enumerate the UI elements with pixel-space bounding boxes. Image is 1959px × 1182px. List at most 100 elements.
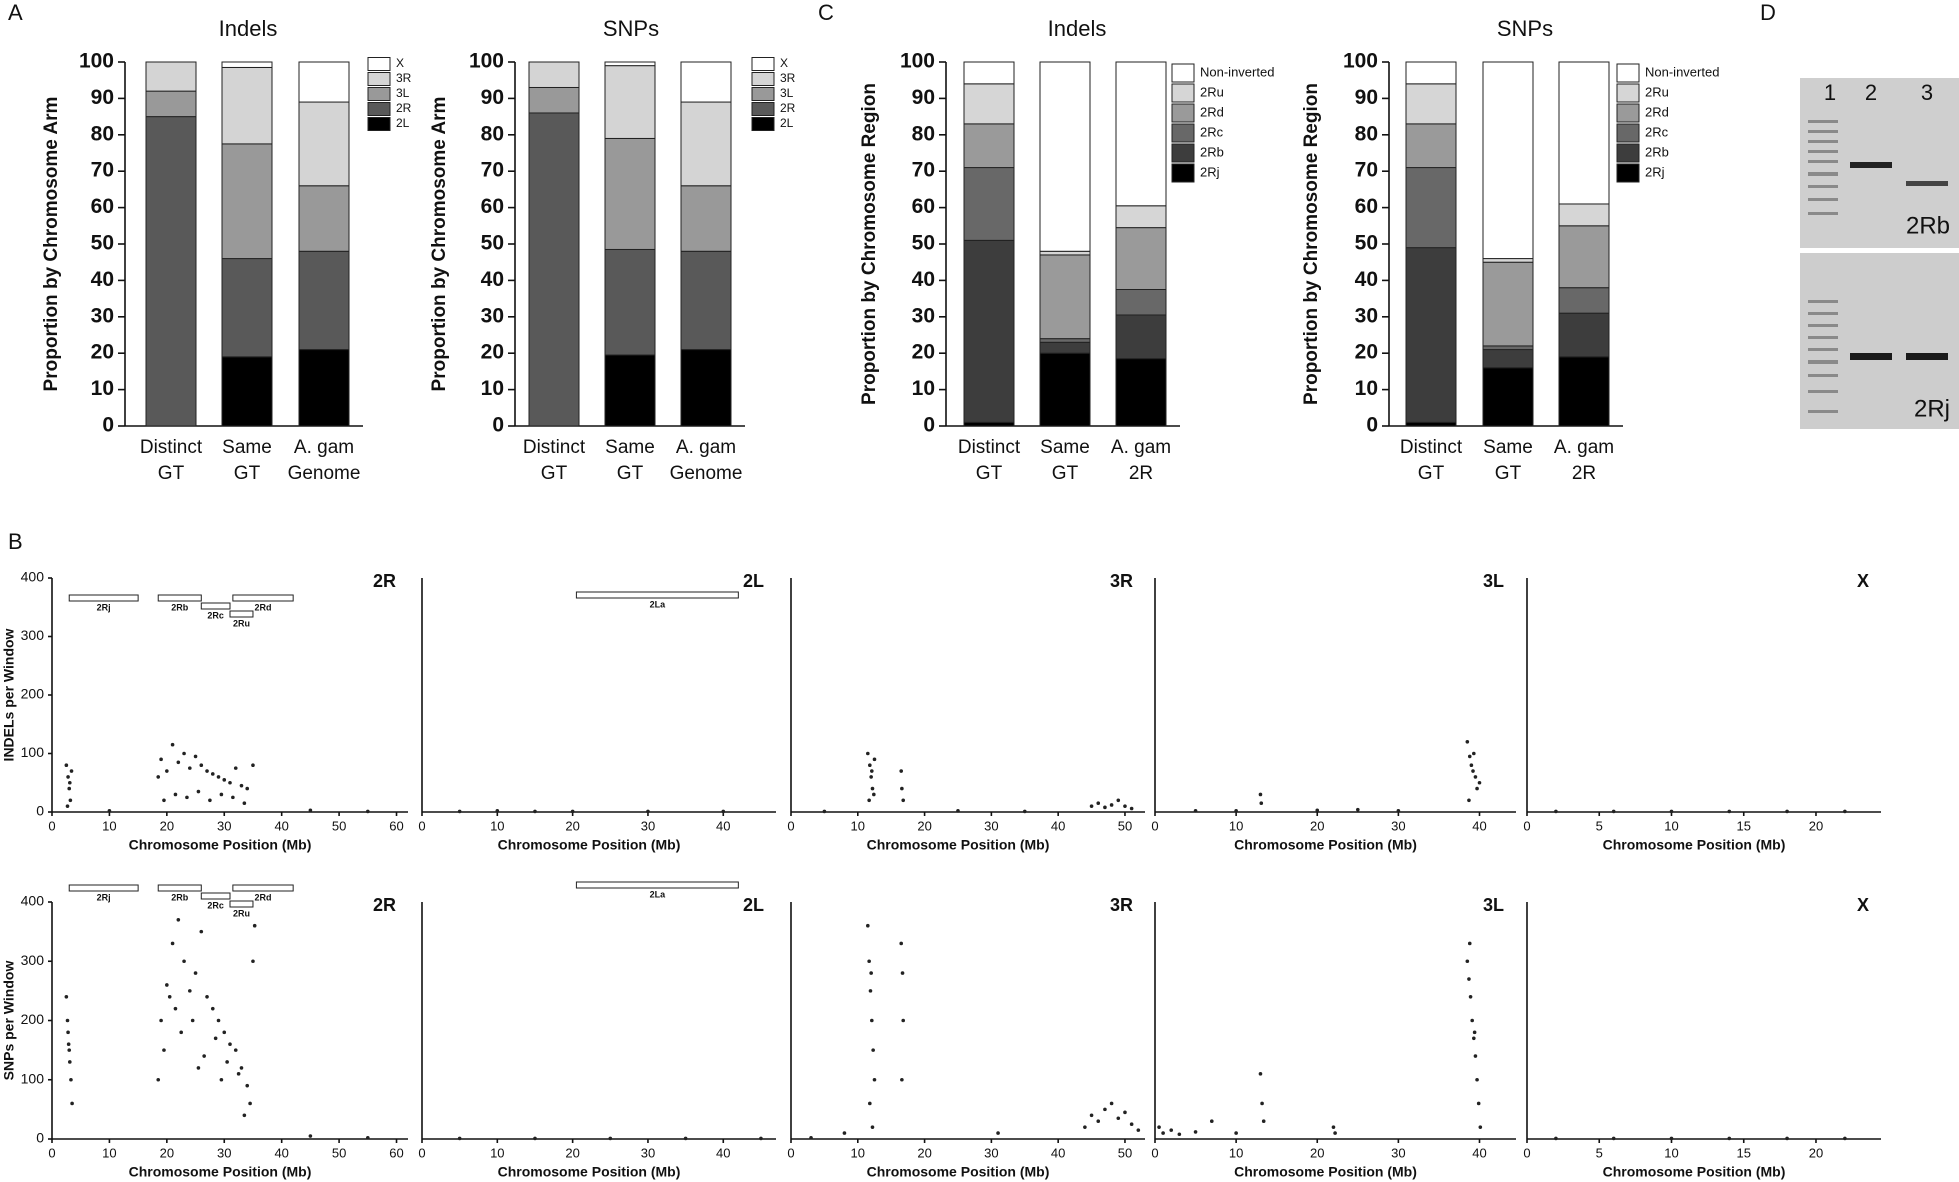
x-tick-label: 15 <box>1737 818 1751 833</box>
legend-swatch <box>751 72 775 86</box>
x-tick-label: 60 <box>389 1145 403 1160</box>
y-tick-label: 40 <box>1355 268 1378 291</box>
x-tick-label: 0 <box>787 818 794 833</box>
bar-segment <box>963 83 1015 125</box>
point <box>1261 1119 1266 1124</box>
y-tick-label: 80 <box>1355 122 1378 145</box>
x-tick-label: Same GT <box>1483 437 1533 484</box>
point <box>570 809 575 814</box>
point <box>900 786 904 791</box>
point <box>185 795 189 800</box>
y-tick-label: 90 <box>912 86 935 109</box>
point <box>1472 1036 1476 1041</box>
point <box>173 1006 178 1011</box>
inversion-bar <box>68 594 139 602</box>
y-tick-label: 20 <box>481 341 504 364</box>
x-tick-label-line: GT <box>234 463 261 484</box>
x-tick-label-line: A. gam <box>294 437 354 458</box>
x-tick-label: 20 <box>565 1145 579 1160</box>
legend-label: 2Rj <box>1200 164 1220 179</box>
y-tick-label: 60 <box>481 195 504 218</box>
point <box>457 1136 462 1141</box>
y-tick-label: 200 <box>21 1011 45 1027</box>
point <box>205 995 209 999</box>
x-tick-label-line: 2R <box>1572 463 1596 484</box>
point <box>66 1042 71 1046</box>
bar-segment <box>1039 250 1091 256</box>
point <box>252 923 257 928</box>
point <box>205 769 209 773</box>
bar-segment <box>1558 356 1610 427</box>
panel-title: 2L <box>743 895 764 915</box>
x-tick-label: 40 <box>274 818 288 833</box>
bar-segment <box>528 86 580 114</box>
x-tick-label-line: GT <box>617 463 644 484</box>
x-tick-label-line: Distinct <box>958 437 1021 458</box>
y-axis-title: Proportion by Chromosome Arm <box>429 97 450 392</box>
point <box>69 1077 73 1082</box>
y-tick-label: 80 <box>481 122 504 145</box>
bar-segment <box>145 116 197 427</box>
point <box>495 809 500 813</box>
x-axis-title: Chromosome Position (Mb) <box>129 837 312 853</box>
bar-segment <box>1039 61 1091 252</box>
x-tick-label: 0 <box>1151 818 1158 833</box>
bar-segment <box>528 61 580 88</box>
point <box>1477 780 1482 785</box>
point <box>366 809 370 814</box>
x-tick-label: Distinct GT <box>140 437 203 484</box>
x-tick-label-line: Genome <box>288 463 361 484</box>
point <box>1116 798 1121 803</box>
y-tick-label: 70 <box>912 159 935 182</box>
bar-segment <box>680 185 732 252</box>
panel-title: 2L <box>743 571 764 591</box>
bar-segment <box>1405 421 1457 427</box>
point <box>533 1136 537 1141</box>
inversion-bar <box>200 602 231 610</box>
point <box>646 809 650 814</box>
point <box>213 1036 218 1041</box>
point <box>872 1077 877 1082</box>
x-tick-label: 40 <box>274 1145 288 1160</box>
legend-swatch <box>1171 63 1195 83</box>
legend-label: 2Rb <box>1645 144 1669 159</box>
y-axis-title: Proportion by Chromosome Region <box>1301 83 1322 405</box>
point <box>251 763 255 767</box>
point <box>866 923 870 928</box>
y-tick-label: 20 <box>912 341 935 364</box>
x-tick-label-line: 2R <box>1129 463 1153 484</box>
point <box>1611 1136 1616 1141</box>
point <box>68 780 72 785</box>
point <box>66 1030 70 1035</box>
legend-label: 2Ru <box>1200 84 1224 99</box>
bar-segment <box>1482 61 1534 260</box>
point <box>1470 1018 1474 1023</box>
x-axis-title: Chromosome Position (Mb) <box>1603 837 1786 853</box>
x-tick-label: Same GT <box>1040 437 1090 484</box>
x-tick-label-line: Same <box>605 437 655 458</box>
legend-swatch <box>1616 143 1640 163</box>
point <box>956 809 960 813</box>
y-axis-title: INDELs per Window <box>1 628 17 761</box>
legend-label: 2Rc <box>1645 124 1669 139</box>
point <box>1157 1125 1161 1129</box>
point <box>899 941 904 946</box>
x-axis-title: Chromosome Position (Mb) <box>1603 1164 1786 1180</box>
x-tick-label: A. gam Genome <box>670 437 743 484</box>
point <box>1785 1136 1789 1141</box>
point <box>1475 1077 1479 1082</box>
panel-title: 3L <box>1483 895 1504 915</box>
x-tick-label-line: Same <box>1483 437 1533 458</box>
y-tick-label: 40 <box>481 268 504 291</box>
point <box>868 763 872 767</box>
point <box>162 1048 166 1052</box>
legend-swatch <box>1616 63 1640 83</box>
legend-swatch <box>1616 123 1640 143</box>
y-axis-title: Proportion by Chromosome Arm <box>41 97 62 392</box>
legend-swatch <box>1171 83 1195 103</box>
x-tick-label: 20 <box>160 1145 174 1160</box>
point <box>1083 1125 1087 1129</box>
bar-segment <box>1039 341 1091 354</box>
point <box>901 798 906 803</box>
y-tick-label: 0 <box>36 1130 44 1146</box>
